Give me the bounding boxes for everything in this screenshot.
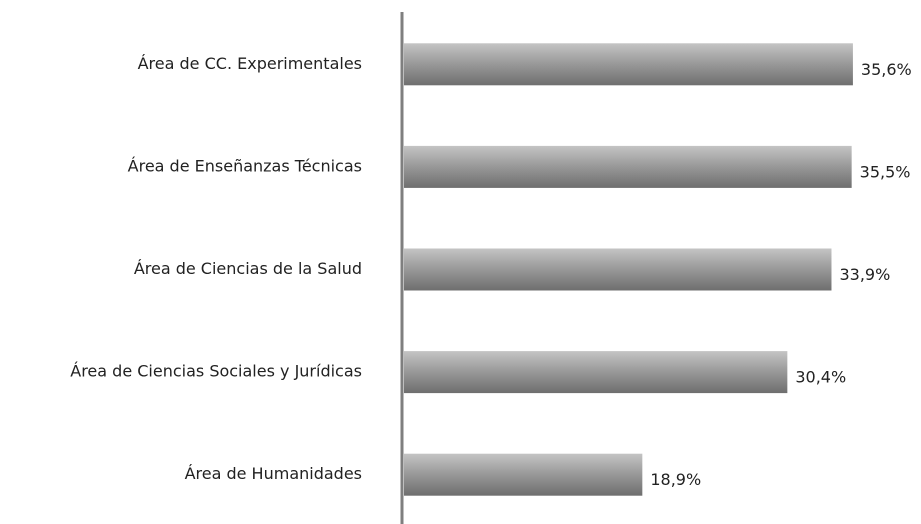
value-label: 35,5%: [860, 162, 911, 181]
value-label: 33,9%: [839, 265, 890, 284]
bar: [404, 248, 832, 291]
bar: [404, 351, 788, 394]
value-label: 30,4%: [795, 368, 846, 387]
category-label: Área de CC. Experimentales: [138, 54, 362, 73]
category-label: Área de Enseñanzas Técnicas: [128, 156, 362, 175]
category-label: Área de Ciencias de la Salud: [134, 259, 362, 278]
bar: [404, 453, 643, 496]
value-label: 18,9%: [650, 470, 701, 489]
bar: [404, 145, 852, 188]
category-label: Área de Humanidades: [185, 464, 362, 483]
bar: [404, 43, 853, 86]
category-label: Área de Ciencias Sociales y Jurídicas: [70, 362, 362, 381]
value-label: 35,6%: [861, 60, 912, 79]
